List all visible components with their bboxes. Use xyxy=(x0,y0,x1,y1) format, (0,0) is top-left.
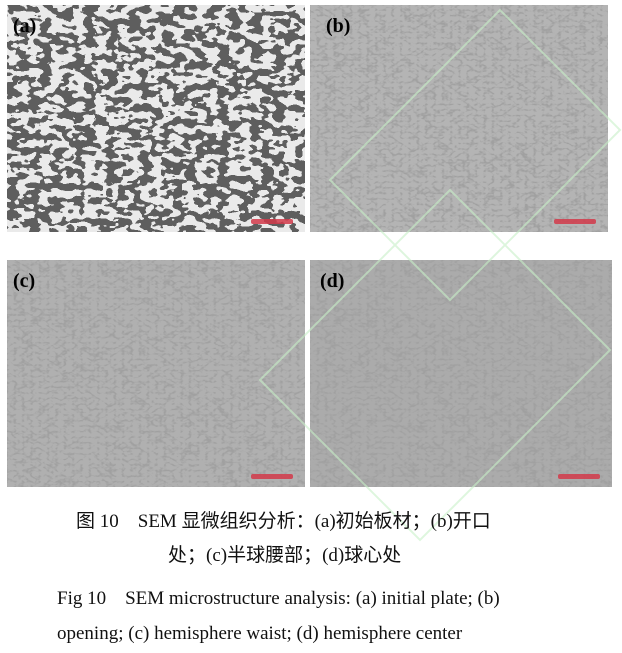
panel-label: (b) xyxy=(326,15,351,37)
sem-image-b: (b) xyxy=(310,5,608,232)
panel-label: (d) xyxy=(320,270,345,292)
sem-image-a: (a) xyxy=(7,5,305,232)
caption-en-line2: opening; (c) hemisphere waist; (d) hemis… xyxy=(57,623,463,644)
panel-label: (a) xyxy=(13,15,37,37)
caption-cn-line2: 处；(c)半球腰部；(d)球心处 xyxy=(168,545,402,566)
sem-image-c: (c) xyxy=(7,260,305,487)
caption-cn-line1: 图 10 SEM 显微组织分析：(a)初始板材；(b)开口 xyxy=(76,511,491,532)
scale-bar xyxy=(554,219,596,224)
sem-image-d: (d) xyxy=(310,260,612,487)
scale-bar xyxy=(251,474,293,479)
caption-en-line1: Fig 10 SEM microstructure analysis: (a) … xyxy=(57,588,500,609)
scale-bar xyxy=(251,219,293,224)
panel-label: (c) xyxy=(13,270,36,292)
scale-bar xyxy=(558,474,600,479)
